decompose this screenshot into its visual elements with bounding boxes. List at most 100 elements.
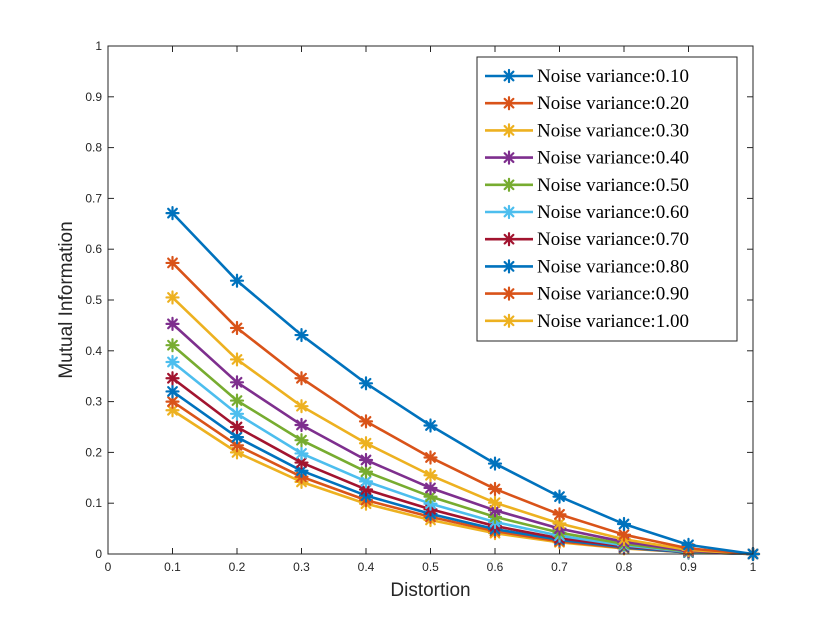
legend-marker xyxy=(501,204,517,220)
data-point xyxy=(294,327,309,343)
data-point xyxy=(358,436,374,451)
data-point xyxy=(358,482,374,497)
y-tick-label: 0.1 xyxy=(85,496,102,510)
data-point xyxy=(358,376,374,391)
data-point xyxy=(165,255,180,271)
legend-item: Noise variance:0.50 xyxy=(485,175,689,196)
y-tick-label: 0.7 xyxy=(85,191,102,205)
data-point xyxy=(294,455,309,470)
series-line xyxy=(171,262,754,556)
series-line xyxy=(171,296,754,556)
data-point xyxy=(358,414,374,429)
x-tick-label: 0.6 xyxy=(487,560,504,574)
axis-ticks: 0 0.1 0.2 0.3 0.4 0.5 0.6 0.7 0.8 0.9 1 0 0.1 0.2 0.3 0… xyxy=(85,39,756,574)
legend-label: Noise variance:0.30 xyxy=(537,120,689,141)
x-tick-label: 0.3 xyxy=(293,560,310,574)
y-tick-label: 1 xyxy=(95,39,102,53)
legend-marker xyxy=(501,313,517,328)
y-tick-label: 0.9 xyxy=(85,90,102,104)
data-point xyxy=(552,507,567,522)
legend-marker xyxy=(501,177,517,192)
data-point xyxy=(552,516,567,531)
x-tick-label: 0.7 xyxy=(551,560,568,574)
data-point xyxy=(165,394,180,409)
y-tick-label: 0.6 xyxy=(85,242,102,256)
legend-item: Noise variance:0.20 xyxy=(485,93,689,114)
legend-item: Noise variance:0.90 xyxy=(485,284,689,305)
y-tick-label: 0.3 xyxy=(85,395,102,409)
data-point xyxy=(294,446,309,461)
x-axis-title: Distortion xyxy=(390,580,470,601)
y-tick-label: 0.2 xyxy=(85,445,102,459)
data-point xyxy=(487,456,503,471)
legend-marker xyxy=(501,232,517,247)
legend-marker xyxy=(501,123,517,138)
y-tick-label: 0.8 xyxy=(85,141,102,155)
x-tick-label: 0.5 xyxy=(422,560,439,574)
data-point xyxy=(423,450,438,465)
y-axis-title: Mutual Information xyxy=(56,221,77,378)
x-tick-label: 0.4 xyxy=(358,560,375,574)
legend-label: Noise variance:0.80 xyxy=(537,256,689,277)
legend-label: Noise variance:0.60 xyxy=(537,202,689,223)
legend-item: Noise variance:1.00 xyxy=(485,311,689,332)
data-point xyxy=(358,474,374,489)
data-point xyxy=(229,352,245,367)
x-tick-label: 1 xyxy=(750,560,757,574)
data-point xyxy=(165,338,180,353)
data-point xyxy=(229,430,245,445)
data-point xyxy=(423,418,438,433)
data-point xyxy=(294,399,309,414)
legend: Noise variance:0.10 Noise variance:0.20 No… xyxy=(476,56,738,342)
data-point xyxy=(423,480,438,496)
data-point xyxy=(229,438,245,453)
legend-item: Noise variance:0.70 xyxy=(485,229,689,250)
data-point xyxy=(294,371,309,386)
legend-marker xyxy=(501,150,517,165)
plot-frame xyxy=(107,45,754,555)
legend-label: Noise variance:0.10 xyxy=(537,66,689,87)
data-point xyxy=(423,489,438,504)
data-point xyxy=(681,537,696,552)
legend-label: Noise variance:0.70 xyxy=(537,229,689,250)
data-point xyxy=(616,516,632,532)
data-point xyxy=(294,417,309,433)
y-tick-label: 0.5 xyxy=(85,293,102,307)
legend-label: Noise variance:0.20 xyxy=(537,93,689,114)
y-tick-label: 0 xyxy=(95,547,102,561)
legend-marker xyxy=(501,286,517,301)
data-point xyxy=(552,489,567,504)
data-point xyxy=(487,503,503,518)
legend-item: Noise variance:0.40 xyxy=(485,148,689,169)
data-point xyxy=(358,452,374,468)
data-point xyxy=(423,496,438,511)
legend-label: Noise variance:0.90 xyxy=(537,284,689,305)
data-point xyxy=(229,320,245,336)
data-point xyxy=(487,481,503,497)
legend-marker xyxy=(501,68,517,84)
legend-label: Noise variance:0.50 xyxy=(537,175,689,196)
x-tick-label: 0.9 xyxy=(680,560,697,574)
x-tick-label: 0.8 xyxy=(616,560,633,574)
legend-item: Noise variance:0.10 xyxy=(485,66,689,87)
data-point xyxy=(165,290,180,305)
x-tick-label: 0 xyxy=(105,560,112,574)
data-point xyxy=(165,403,180,418)
data-point xyxy=(165,371,180,386)
data-point xyxy=(165,384,180,399)
data-point xyxy=(294,433,309,448)
data-point xyxy=(165,206,180,221)
x-tick-label: 0.1 xyxy=(164,560,181,574)
legend-label: Noise variance:1.00 xyxy=(537,311,689,332)
legend-label: Noise variance:0.40 xyxy=(537,148,689,169)
data-point xyxy=(423,468,438,483)
data-point xyxy=(294,463,309,478)
legend-item: Noise variance:0.60 xyxy=(485,202,689,223)
data-point xyxy=(229,419,245,435)
legend-marker xyxy=(501,259,517,274)
data-point xyxy=(229,406,245,421)
series-line xyxy=(171,322,754,556)
legend-item: Noise variance:0.80 xyxy=(485,256,689,277)
data-point xyxy=(229,445,245,460)
